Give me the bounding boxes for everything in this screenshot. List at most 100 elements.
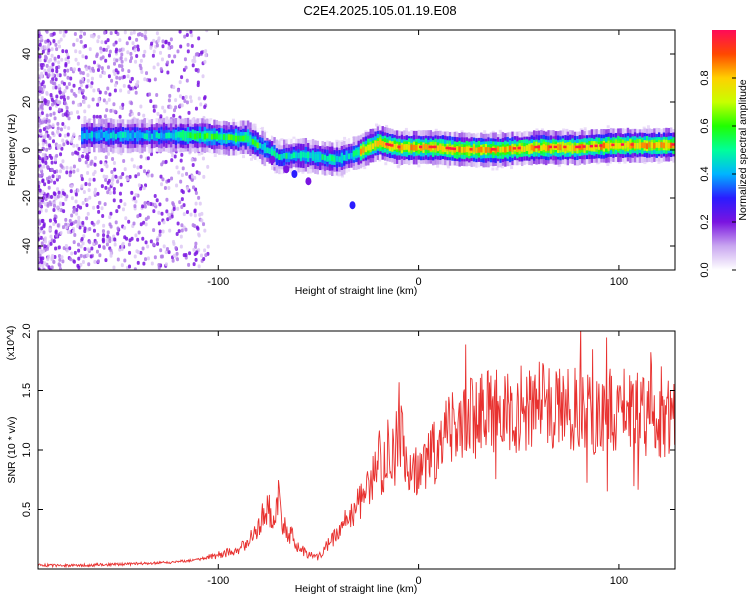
noise-cell	[167, 178, 171, 183]
noise-cell	[56, 121, 60, 126]
noise-cell	[292, 136, 296, 140]
signal-cell	[314, 153, 317, 160]
signal-cell	[261, 144, 264, 150]
noise-cell	[242, 155, 246, 159]
noise-cell	[51, 62, 55, 67]
noise-cell	[118, 63, 122, 68]
noise-cell	[79, 35, 83, 40]
noise-cell	[65, 85, 69, 90]
signal-cell	[268, 148, 271, 155]
noise-cell	[112, 69, 116, 74]
noise-cell	[106, 151, 110, 156]
noise-cell	[49, 92, 53, 97]
noise-cell	[93, 155, 97, 160]
noise-cell	[108, 49, 112, 54]
noise-cell	[44, 71, 48, 76]
noise-cell	[57, 175, 61, 180]
noise-cell	[59, 208, 63, 213]
noise-cell	[47, 48, 51, 53]
noise-cell	[150, 41, 154, 46]
noise-cell	[61, 201, 65, 206]
noise-cell	[87, 65, 91, 70]
noise-cell	[59, 193, 63, 198]
signal-cell	[326, 156, 329, 162]
noise-cell	[76, 223, 80, 228]
noise-cell	[50, 160, 54, 165]
noise-cell	[41, 263, 45, 268]
signal-cell	[602, 142, 606, 149]
noise-cell	[77, 242, 81, 247]
noise-cell	[38, 30, 41, 34]
noise-cell	[69, 166, 73, 171]
noise-cell	[172, 253, 176, 258]
noise-cell	[59, 152, 63, 157]
noise-cell	[190, 33, 194, 38]
noise-cell	[103, 71, 107, 76]
snr-y-multiplier: (x10^4)	[5, 326, 17, 361]
noise-cell	[179, 179, 183, 184]
signal-cell	[393, 143, 396, 150]
noise-cell	[77, 256, 81, 261]
noise-cell	[190, 43, 194, 48]
signal-cell	[157, 133, 161, 139]
noise-cell	[68, 173, 72, 178]
signal-cell	[331, 155, 334, 162]
noise-cell	[146, 256, 150, 261]
signal-cell	[508, 145, 512, 152]
signal-cell	[566, 144, 570, 151]
noise-cell	[49, 32, 53, 37]
noise-cell	[128, 36, 132, 41]
noise-cell	[95, 114, 99, 119]
noise-cell	[92, 241, 96, 246]
noise-cell	[38, 42, 42, 47]
noise-cell	[117, 204, 121, 209]
noise-cell	[68, 218, 72, 223]
noise-cell	[53, 180, 57, 185]
noise-cell	[642, 126, 646, 130]
noise-cell	[165, 197, 169, 202]
noise-cell	[68, 246, 72, 251]
noise-cell	[194, 241, 198, 246]
noise-cell	[65, 170, 69, 175]
noise-cell	[92, 114, 96, 119]
signal-cell	[307, 152, 310, 158]
noise-cell	[43, 45, 47, 50]
noise-cell	[118, 76, 122, 81]
noise-cell	[99, 56, 103, 61]
noise-cell	[51, 139, 55, 144]
noise-cell	[72, 164, 76, 169]
noise-cell	[126, 50, 130, 55]
noise-cell	[63, 97, 67, 102]
noise-cell	[136, 44, 140, 49]
signal-cell	[489, 147, 493, 154]
noise-cell	[70, 139, 74, 144]
noise-cell	[61, 225, 65, 230]
noise-cell	[49, 112, 53, 117]
noise-cell	[72, 143, 76, 148]
noise-cell	[56, 187, 60, 192]
peak-cell	[589, 144, 596, 148]
y-tick-label: -40	[21, 238, 33, 254]
noise-cell	[81, 154, 85, 159]
y-tick-label: 1.5	[21, 383, 33, 398]
noise-cell	[56, 130, 60, 135]
noise-cell	[66, 95, 70, 100]
noise-cell	[52, 39, 56, 44]
noise-cell	[56, 126, 60, 131]
noise-cell	[78, 158, 82, 163]
signal-cell	[155, 132, 158, 138]
peak-cell	[582, 145, 589, 148]
noise-cell	[127, 242, 131, 247]
noise-cell	[61, 49, 65, 54]
signal-blob	[291, 170, 298, 178]
noise-cell	[66, 230, 70, 235]
noise-cell	[169, 37, 173, 42]
noise-cell	[56, 143, 60, 148]
noise-cell	[152, 228, 156, 233]
noise-cell	[50, 53, 54, 58]
noise-cell	[301, 170, 305, 174]
signal-cell	[585, 144, 589, 151]
noise-cell	[77, 146, 81, 151]
signal-cell	[93, 131, 96, 138]
noise-cell	[96, 102, 100, 107]
